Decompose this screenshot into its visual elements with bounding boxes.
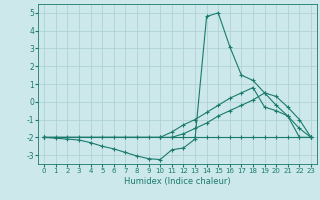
X-axis label: Humidex (Indice chaleur): Humidex (Indice chaleur) [124,177,231,186]
